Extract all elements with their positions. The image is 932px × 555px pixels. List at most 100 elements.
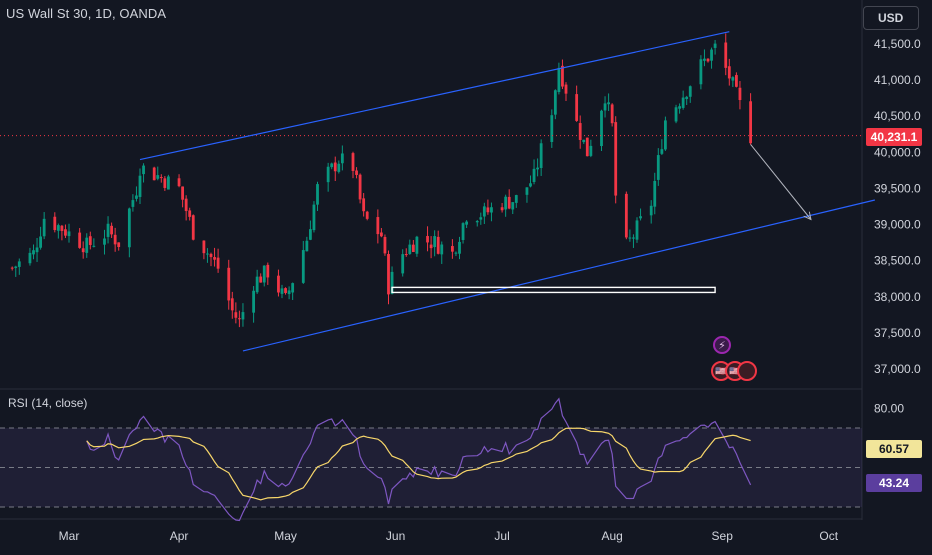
candle-body	[639, 216, 642, 219]
candle-body	[53, 216, 57, 231]
candle-body	[685, 96, 689, 100]
candle-body	[156, 175, 160, 179]
candle-body	[582, 139, 586, 143]
candle-body	[14, 266, 18, 269]
price-axis-label: 40,000.0	[874, 145, 921, 159]
candle-body	[32, 250, 35, 255]
time-axis-label: May	[274, 529, 297, 543]
candle-body	[60, 225, 64, 231]
candle-body	[536, 167, 539, 170]
candle-body	[408, 244, 412, 254]
last-price-badge: 40,231.1	[866, 128, 922, 146]
candle-body	[426, 236, 429, 243]
candle-body	[10, 267, 14, 269]
price-axis-label: 38,500.0	[874, 254, 921, 268]
candle-body	[117, 242, 121, 247]
candle-body	[727, 66, 731, 79]
candle-body	[255, 276, 259, 293]
candle-body	[291, 283, 295, 293]
candle-body	[177, 178, 181, 187]
candle-body	[362, 198, 366, 212]
candle-body	[330, 163, 334, 168]
candle-body	[664, 120, 667, 150]
projection-arrowhead	[803, 211, 812, 221]
chart-title: US Wall St 30, 1D, OANDA	[6, 6, 167, 21]
time-axis-label: Sep	[712, 529, 734, 543]
candle-body	[110, 225, 113, 235]
candle-body	[28, 252, 32, 264]
candle-body	[660, 149, 664, 154]
candle-body	[507, 196, 511, 209]
candle-body	[500, 207, 504, 211]
candle-body	[482, 206, 486, 217]
candle-body	[525, 187, 529, 195]
rsi-value-badge: 43.24	[866, 474, 922, 492]
candle-body	[284, 288, 287, 293]
candle-body	[230, 298, 234, 311]
candle-body	[316, 184, 319, 205]
candle-body	[479, 217, 483, 220]
price-axis-label: 38,000.0	[874, 290, 921, 304]
time-axis-label: Oct	[819, 529, 838, 543]
candle-body	[724, 42, 728, 68]
candle-body	[202, 240, 206, 254]
candle-body	[731, 77, 735, 81]
candle-body	[326, 166, 330, 183]
candle-body	[387, 254, 390, 295]
candle-body	[358, 174, 362, 200]
candle-body	[415, 236, 419, 254]
candle-body	[103, 238, 106, 245]
candle-body	[681, 97, 685, 108]
rsi-band-fill	[0, 428, 862, 507]
candle-body	[610, 104, 614, 124]
candle-body	[17, 261, 21, 267]
candle-body	[238, 318, 241, 320]
candle-body	[514, 195, 518, 203]
candle-body	[440, 244, 444, 255]
candle-body	[309, 229, 312, 240]
price-axis-label: 37,500.0	[874, 326, 921, 340]
candle-body	[475, 220, 479, 223]
candle-body	[404, 254, 408, 256]
candle-body	[550, 115, 554, 142]
candle-body	[504, 196, 508, 210]
candle-body	[142, 165, 145, 175]
time-axis-label: Jun	[386, 529, 405, 543]
price-axis-label: 41,000.0	[874, 73, 921, 87]
dividend-event-icon[interactable]: ⚡	[713, 336, 731, 354]
candle-body	[365, 211, 369, 219]
candle-body	[713, 43, 717, 48]
currency-button[interactable]: USD	[863, 6, 919, 30]
candle-body	[390, 271, 394, 294]
candle-body	[688, 86, 692, 97]
candle-body	[312, 204, 316, 231]
candle-body	[465, 221, 468, 225]
candle-body	[490, 207, 493, 213]
candle-body	[35, 247, 39, 253]
candle-body	[511, 202, 515, 210]
candle-body	[280, 288, 284, 294]
candle-body	[589, 145, 593, 156]
candle-body	[152, 167, 156, 181]
projection-arrow-line	[750, 144, 812, 220]
candle-body	[614, 122, 618, 196]
candle-body	[656, 155, 660, 180]
candle-body	[167, 176, 170, 190]
support-zone-box	[391, 286, 716, 294]
candle-body	[557, 67, 561, 93]
candle-body	[380, 232, 383, 237]
candle-body	[458, 241, 461, 254]
candle-body	[351, 153, 355, 171]
candle-body	[486, 207, 490, 213]
candle-body	[266, 264, 270, 278]
price-axis-label: 37,000.0	[874, 362, 921, 376]
channel-lower-line	[242, 199, 875, 352]
candle-body	[678, 106, 681, 109]
candle-body	[209, 253, 213, 258]
time-axis-label: Apr	[170, 529, 189, 543]
candle-body	[575, 94, 579, 121]
economic-event-flag-icon[interactable]	[737, 361, 757, 381]
candle-body	[532, 168, 536, 182]
